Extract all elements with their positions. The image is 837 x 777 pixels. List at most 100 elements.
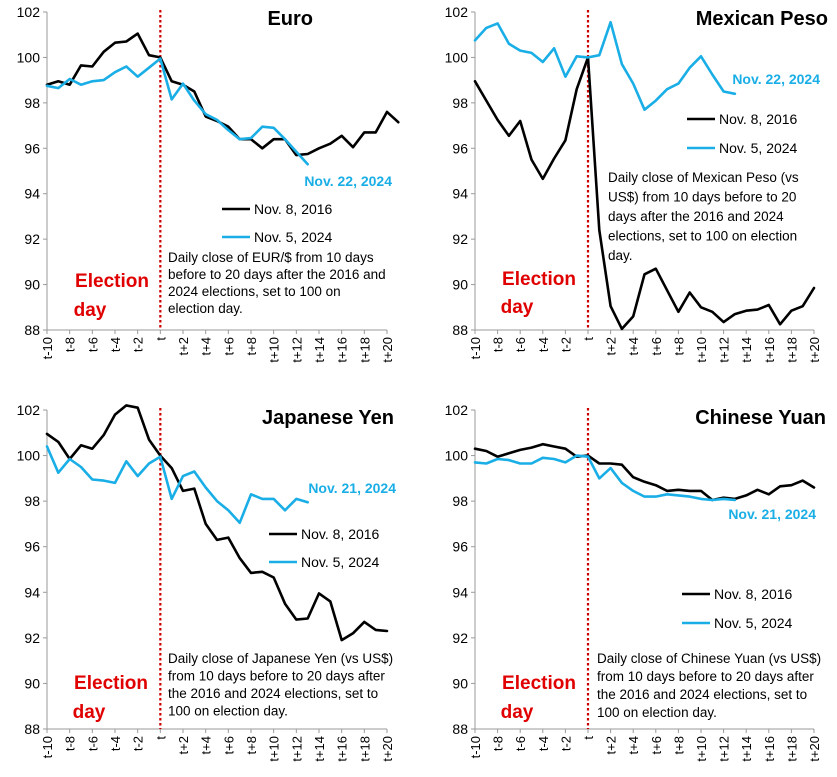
y-tick-label: 94 — [452, 584, 468, 600]
y-tick-label: 100 — [17, 49, 41, 65]
x-tick-label: t+8 — [244, 736, 259, 754]
chart-note-line: Daily close of Chinese Yuan (vs US$) — [597, 651, 821, 666]
series-end-label: Nov. 21, 2024 — [728, 506, 816, 522]
election-day-label-line2: day — [73, 702, 106, 723]
chart-title: Euro — [267, 8, 313, 30]
y-tick-label: 90 — [452, 675, 468, 691]
legend-label-2016: Nov. 8, 2016 — [714, 586, 793, 602]
y-tick-label: 90 — [452, 277, 468, 293]
election-day-label-line2: day — [501, 702, 534, 723]
x-tick-label: t+4 — [199, 736, 214, 754]
y-tick-label: 100 — [445, 448, 469, 464]
chart-title: Mexican Peso — [696, 8, 828, 30]
x-tick-label: t+18 — [357, 736, 372, 762]
x-tick-label: t-10 — [468, 736, 483, 758]
chart-panel-3: 88 90 92 94 96 98 100 102 t-10 t-8 t-6 t-4 t-2 t t+2 t+… — [17, 402, 397, 762]
y-tick-label: 102 — [17, 402, 41, 418]
y-tick-label: 92 — [452, 630, 468, 646]
election-day-label-line2: day — [501, 297, 534, 318]
legend-label-2016: Nov. 8, 2016 — [719, 111, 798, 127]
x-tick-label: t-6 — [513, 736, 528, 751]
legend-label-2024: Nov. 5, 2024 — [301, 554, 380, 570]
x-tick-label: t-2 — [131, 736, 146, 751]
election-day-label-line1: Election — [75, 271, 149, 292]
chart-note-line: days after the 2016 and 2024 — [608, 209, 784, 224]
election-day-label-line1: Election — [502, 269, 576, 290]
series-end-label: Nov. 22, 2024 — [732, 71, 820, 87]
x-tick-label: t+20 — [380, 736, 395, 762]
series-line-2016 — [45, 404, 389, 642]
y-tick-label: 88 — [24, 721, 40, 737]
series-line-2016 — [473, 442, 816, 502]
x-tick-label: t+20 — [380, 337, 395, 363]
y-tick-label: 96 — [24, 539, 40, 555]
x-tick-label: t+10 — [267, 736, 282, 762]
x-tick-label: t+16 — [762, 337, 777, 363]
legend-label-2024: Nov. 5, 2024 — [719, 140, 798, 156]
chart-title: Japanese Yen — [262, 407, 394, 429]
x-tick-label: t+20 — [807, 337, 822, 363]
x-tick-label: t-4 — [108, 736, 123, 751]
y-tick-label: 102 — [17, 4, 41, 20]
x-tick-label: t-8 — [63, 736, 78, 751]
series-line-2016 — [473, 56, 816, 331]
x-tick-label: t+8 — [671, 736, 686, 754]
chart-panel-1: 88 90 92 94 96 98 100 102 t-10 t-8 t-6 t-4 t-2 t t+2 t+… — [17, 4, 400, 363]
election-day-label-line1: Election — [74, 673, 148, 694]
x-tick-label: t-10 — [468, 337, 483, 359]
series-line-2024 — [45, 57, 310, 166]
x-tick-label: t-6 — [85, 736, 100, 751]
x-tick-label: t+4 — [626, 337, 641, 355]
chart-note-line: the 2016 and 2024 elections, set to — [168, 686, 378, 701]
y-tick-label: 90 — [24, 675, 40, 691]
y-tick-label: 96 — [452, 140, 468, 156]
x-tick-label: t+12 — [289, 736, 304, 762]
y-tick-label: 98 — [24, 493, 40, 509]
x-tick-label: t+6 — [221, 337, 236, 355]
y-tick-label: 98 — [452, 95, 468, 111]
x-tick-label: t+2 — [604, 337, 619, 355]
x-tick-label: t-4 — [536, 337, 551, 352]
x-tick-label: t+6 — [649, 337, 664, 355]
series-end-label: Nov. 22, 2024 — [304, 173, 392, 189]
series-line-2016 — [45, 32, 400, 157]
x-tick-label: t+18 — [784, 736, 799, 762]
y-tick-label: 102 — [445, 4, 469, 20]
x-tick-label: t-8 — [491, 736, 506, 751]
x-tick-label: t+6 — [649, 736, 664, 754]
y-tick-label: 98 — [24, 95, 40, 111]
chart-note-line: 2024 elections, set to 100 on — [168, 284, 341, 299]
election-day-label-line1: Election — [502, 673, 576, 694]
y-tick-label: 102 — [445, 402, 469, 418]
y-tick-label: 94 — [452, 186, 468, 202]
legend-label-2016: Nov. 8, 2016 — [254, 201, 333, 217]
x-tick-label: t — [581, 337, 596, 341]
x-tick-label: t+6 — [221, 736, 236, 754]
chart-note-line: from 10 days before to 20 days after — [168, 669, 385, 684]
x-tick-label: t+8 — [671, 337, 686, 355]
x-tick-label: t-10 — [40, 337, 55, 359]
x-tick-label: t+20 — [807, 736, 822, 762]
chart-note-line: day. — [608, 248, 633, 263]
x-tick-label: t+10 — [694, 337, 709, 363]
x-tick-label: t+14 — [312, 337, 327, 363]
x-tick-label: t+16 — [762, 736, 777, 762]
chart-note-line: election day. — [168, 301, 243, 316]
x-tick-label: t — [153, 337, 168, 341]
x-tick-label: t+4 — [626, 736, 641, 754]
x-tick-label: t+14 — [739, 337, 754, 363]
chart-note-line: 100 on election day. — [597, 705, 717, 720]
x-tick-label: t+14 — [739, 736, 754, 762]
y-tick-label: 100 — [17, 448, 41, 464]
x-tick-label: t+4 — [199, 337, 214, 355]
x-tick-label: t+18 — [784, 337, 799, 363]
series-line-2024 — [45, 445, 310, 525]
chart-note-line: Daily close of EUR/$ from 10 days — [168, 250, 374, 265]
x-tick-label: t+10 — [694, 736, 709, 762]
x-tick-label: t-2 — [558, 337, 573, 352]
x-tick-label: t — [153, 736, 168, 740]
chart-note-line: US$) from 10 days before to 20 — [608, 190, 796, 205]
chart-note-line: before to 20 days after the 2016 and — [168, 267, 386, 282]
